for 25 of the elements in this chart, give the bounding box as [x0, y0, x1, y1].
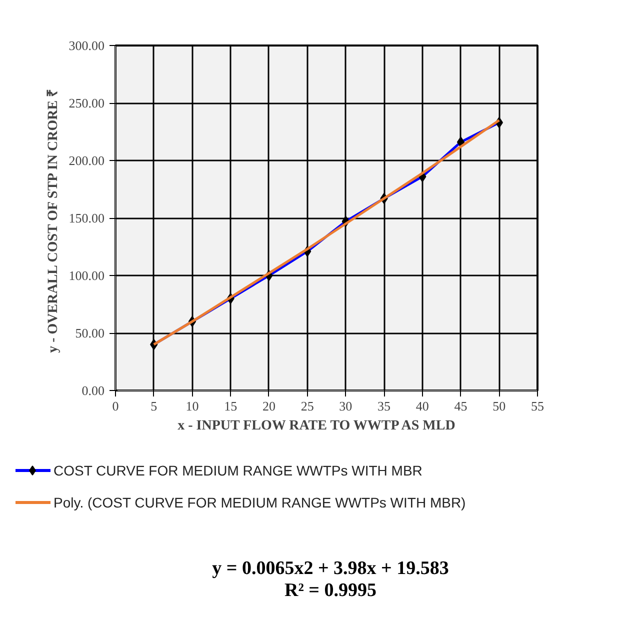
y-tick-label: 100.00 — [68, 268, 104, 283]
x-tick-label: 45 — [454, 398, 468, 414]
legend-label: Poly. (COST CURVE FOR MEDIUM RANGE WWTPs WITH MBR) — [54, 494, 466, 510]
x-tick-label: 0 — [112, 398, 119, 414]
y-tick-label: 300.00 — [68, 38, 104, 53]
text: y = 0.0065x2 + 3.98x + 19.583 — [212, 558, 449, 579]
legend-label: COST CURVE FOR MEDIUM RANGE WWTPs WITH MBR — [54, 462, 422, 478]
y-tick-label: 0.00 — [82, 383, 104, 398]
x-tick-label: 30 — [339, 398, 352, 414]
x-tick-label: 50 — [492, 398, 506, 414]
x-tick-label: 40 — [416, 398, 429, 414]
x-axis-title: x - INPUT FLOW RATE TO WWTP AS MLD — [178, 418, 456, 434]
y-tick-label: 50.00 — [75, 326, 104, 340]
text: R² = 0.9995 — [284, 580, 377, 601]
x-tick-label: 25 — [300, 398, 314, 414]
x-tick-label: 15 — [224, 398, 238, 414]
x-tick-label: 5 — [150, 398, 158, 414]
y-axis-title: y - OVERALL COST OF STP IN CRORE ₹ — [46, 88, 61, 353]
x-tick-label: 35 — [378, 398, 391, 414]
y-tick-label: 200.00 — [68, 153, 104, 168]
x-tick-label: 55 — [531, 398, 544, 414]
y-tick-label: 250.00 — [68, 96, 104, 110]
x-tick-label: 10 — [186, 398, 199, 414]
x-tick-label: 20 — [262, 398, 276, 414]
y-tick-label: 150.00 — [68, 210, 104, 226]
